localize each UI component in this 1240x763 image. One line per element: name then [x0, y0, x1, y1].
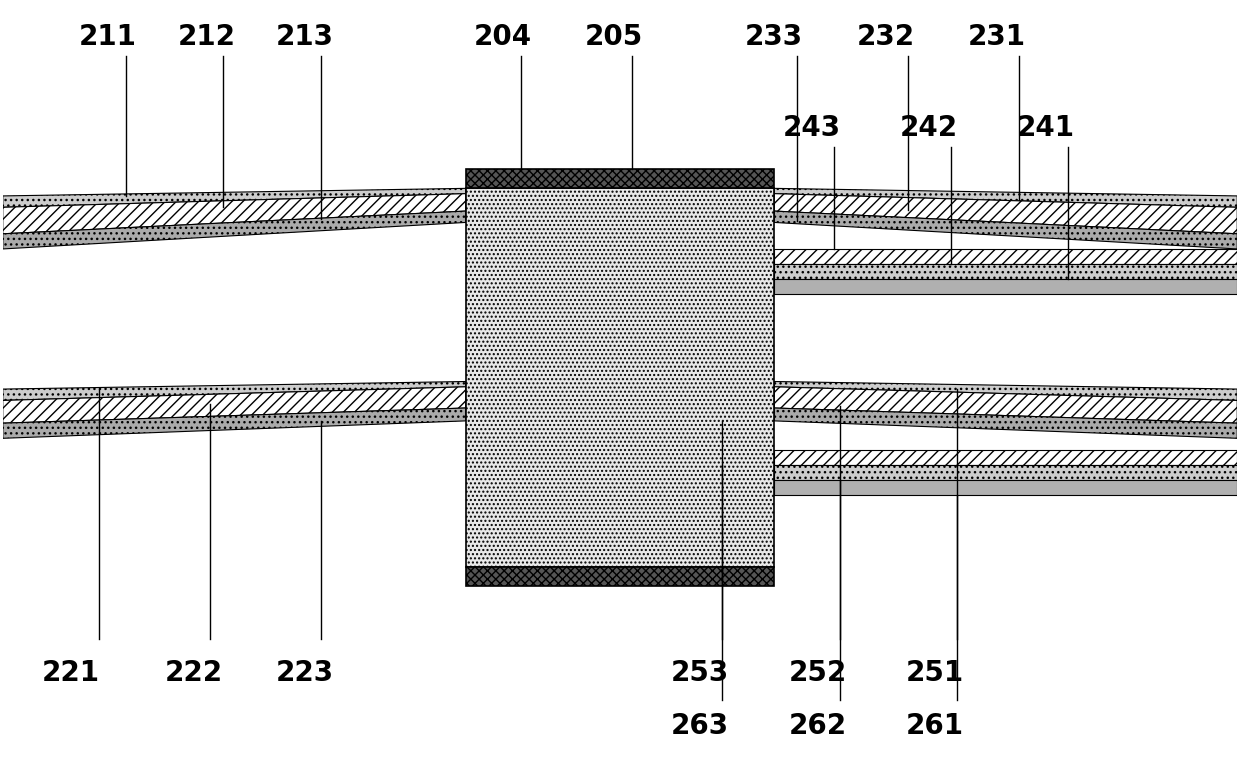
Polygon shape — [2, 188, 466, 208]
Text: 261: 261 — [905, 712, 963, 740]
Polygon shape — [2, 382, 466, 401]
Text: 211: 211 — [79, 23, 136, 51]
Polygon shape — [2, 194, 466, 233]
Text: 241: 241 — [1017, 114, 1075, 142]
Text: 222: 222 — [165, 659, 223, 687]
Polygon shape — [774, 480, 1238, 495]
Text: 212: 212 — [177, 23, 236, 51]
Polygon shape — [774, 382, 1238, 401]
Polygon shape — [2, 211, 466, 249]
Text: 204: 204 — [474, 23, 532, 51]
Text: 251: 251 — [905, 659, 963, 687]
Polygon shape — [2, 387, 466, 423]
Polygon shape — [466, 169, 774, 188]
Text: 223: 223 — [277, 659, 335, 687]
Polygon shape — [774, 264, 1238, 279]
Polygon shape — [774, 279, 1238, 295]
Text: 243: 243 — [782, 114, 841, 142]
Polygon shape — [466, 567, 774, 586]
Polygon shape — [774, 211, 1238, 249]
Text: 213: 213 — [277, 23, 335, 51]
Polygon shape — [2, 408, 466, 438]
Polygon shape — [466, 188, 774, 567]
Text: 262: 262 — [789, 712, 847, 740]
Polygon shape — [774, 387, 1238, 423]
Polygon shape — [774, 465, 1238, 480]
Text: 221: 221 — [42, 659, 99, 687]
Text: 231: 231 — [967, 23, 1025, 51]
Text: 242: 242 — [899, 114, 957, 142]
Text: 232: 232 — [857, 23, 914, 51]
Text: 263: 263 — [671, 712, 729, 740]
Polygon shape — [774, 188, 1238, 208]
Polygon shape — [774, 194, 1238, 233]
Text: 233: 233 — [745, 23, 804, 51]
Polygon shape — [774, 449, 1238, 465]
Polygon shape — [774, 408, 1238, 438]
Text: 205: 205 — [585, 23, 644, 51]
Polygon shape — [774, 249, 1238, 264]
Text: 252: 252 — [789, 659, 847, 687]
Text: 253: 253 — [671, 659, 729, 687]
